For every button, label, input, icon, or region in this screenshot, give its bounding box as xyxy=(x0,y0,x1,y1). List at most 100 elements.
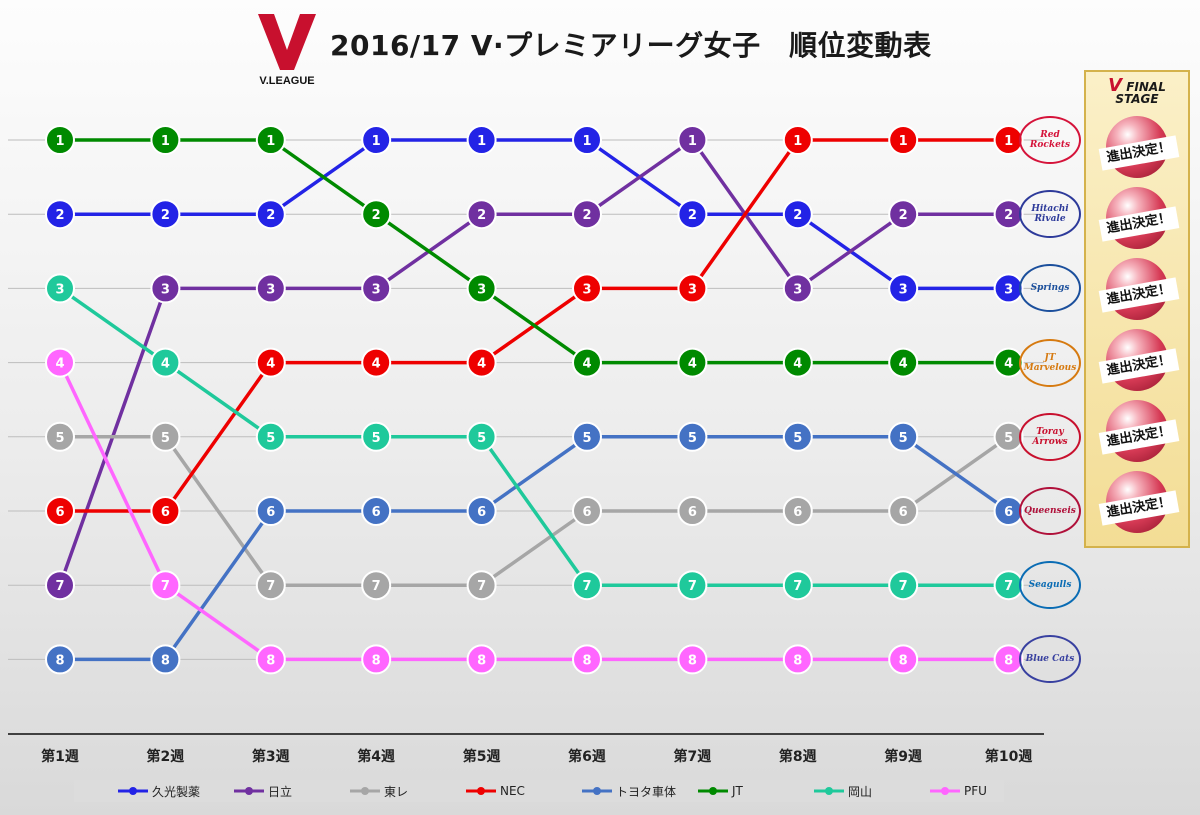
point-marker xyxy=(361,496,392,526)
x-tick-label: 第6週 xyxy=(568,749,606,765)
point-marker xyxy=(150,644,181,675)
data-point: 2 xyxy=(45,199,75,230)
point-label: 3 xyxy=(582,282,591,297)
point-label: 2 xyxy=(372,208,381,223)
point-label: 4 xyxy=(55,357,64,372)
point-marker xyxy=(150,421,181,452)
point-marker xyxy=(255,644,286,675)
data-point: 5 xyxy=(255,421,286,452)
x-tick-label: 第1週 xyxy=(41,749,79,765)
point-marker xyxy=(466,125,497,155)
data-point: 2 xyxy=(255,199,286,230)
data-point: 6 xyxy=(782,496,813,526)
point-marker xyxy=(782,570,813,601)
point-label: 8 xyxy=(582,653,591,668)
point-marker xyxy=(255,570,286,601)
legend-label: JT xyxy=(732,784,743,798)
point-label: 7 xyxy=(1004,579,1013,594)
point-marker xyxy=(150,199,181,230)
point-label: 2 xyxy=(266,208,275,223)
advance-badge: 進出決定！ xyxy=(1098,471,1180,535)
point-marker xyxy=(572,199,602,230)
point-label: 8 xyxy=(161,653,170,668)
series-line-2 xyxy=(60,435,1010,587)
point-marker xyxy=(572,347,602,378)
data-point: 7 xyxy=(361,570,392,601)
point-marker xyxy=(677,273,708,304)
data-point: 3 xyxy=(255,273,286,304)
point-label: 2 xyxy=(477,208,486,223)
point-label: 5 xyxy=(266,431,275,446)
data-point: 5 xyxy=(677,421,708,452)
series-line-6 xyxy=(58,286,1009,587)
point-marker xyxy=(255,496,286,526)
data-point: 8 xyxy=(45,644,75,675)
point-label: 6 xyxy=(477,505,486,520)
point-marker xyxy=(466,199,497,230)
legend-label: 東レ xyxy=(384,784,409,799)
point-label: 2 xyxy=(55,208,64,223)
point-label: 6 xyxy=(1004,505,1013,520)
legend-item: 久光製薬 xyxy=(118,782,200,800)
point-marker xyxy=(361,644,392,675)
point-label: 4 xyxy=(899,357,908,372)
data-point: 4 xyxy=(150,347,181,378)
point-marker xyxy=(45,644,75,675)
point-marker xyxy=(45,273,75,304)
data-point: 8 xyxy=(888,644,919,675)
data-point: 8 xyxy=(361,644,392,675)
legend-swatch xyxy=(466,787,496,795)
data-point: 5 xyxy=(888,421,919,452)
point-marker xyxy=(572,644,602,675)
point-label: 8 xyxy=(266,653,275,668)
point-label: 6 xyxy=(266,505,275,520)
point-label: 1 xyxy=(1004,134,1013,149)
series-line-4 xyxy=(60,435,1010,662)
point-marker xyxy=(466,421,497,452)
point-marker xyxy=(150,273,181,304)
data-point: 6 xyxy=(677,496,708,526)
point-marker xyxy=(677,496,708,526)
data-point: 5 xyxy=(45,421,75,452)
point-marker xyxy=(466,570,497,601)
point-label: 4 xyxy=(1004,357,1013,372)
advance-badge: 進出決定！ xyxy=(1098,116,1180,180)
data-point: 7 xyxy=(888,570,919,601)
point-label: 6 xyxy=(688,505,697,520)
data-point: 5 xyxy=(782,421,813,452)
point-label: 7 xyxy=(161,579,170,594)
advance-badge: 進出決定！ xyxy=(1098,258,1180,322)
point-marker xyxy=(782,125,813,155)
data-point: 1 xyxy=(782,125,813,155)
data-point: 6 xyxy=(255,496,286,526)
data-point: 3 xyxy=(572,273,602,304)
seagulls-logo: Seagulls xyxy=(1016,557,1084,613)
point-marker xyxy=(888,347,919,378)
data-point: 7 xyxy=(466,570,497,601)
point-label: 1 xyxy=(793,134,802,149)
point-marker xyxy=(45,199,75,230)
advance-badge: 進出決定！ xyxy=(1098,329,1180,393)
data-point: 6 xyxy=(466,496,497,526)
point-label: 3 xyxy=(55,282,64,297)
legend-item: 岡山 xyxy=(814,782,872,800)
point-label: 5 xyxy=(793,431,802,446)
point-label: 7 xyxy=(899,579,908,594)
point-marker xyxy=(255,347,286,378)
point-marker xyxy=(466,644,497,675)
data-point: 8 xyxy=(255,644,286,675)
data-point: 2 xyxy=(888,199,919,230)
data-point: 4 xyxy=(677,347,708,378)
point-marker xyxy=(361,347,392,378)
data-point: 7 xyxy=(45,570,75,601)
point-label: 4 xyxy=(372,357,381,372)
point-marker xyxy=(677,421,708,452)
point-label: 8 xyxy=(688,653,697,668)
data-point: 7 xyxy=(150,570,181,601)
legend-swatch xyxy=(930,787,960,795)
point-marker xyxy=(888,570,919,601)
hitachi-rivale-logo: Hitachi Rivale xyxy=(1016,186,1084,242)
point-marker xyxy=(677,644,708,675)
point-label: 1 xyxy=(582,134,591,149)
point-marker xyxy=(888,125,919,155)
